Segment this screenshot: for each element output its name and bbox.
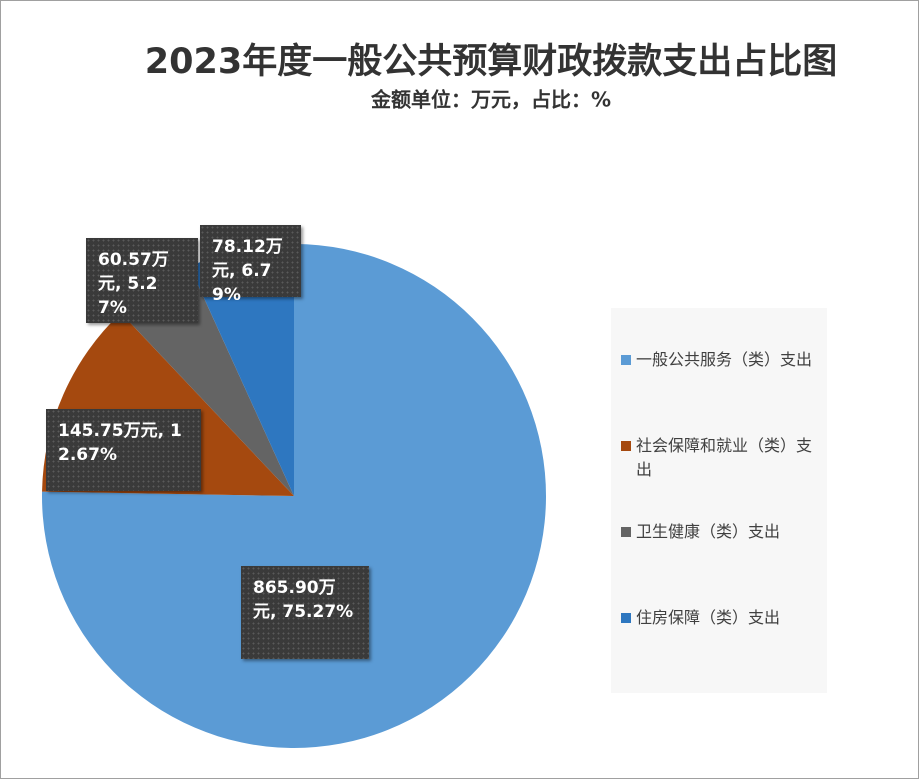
data-label: 60.57万元, 5.27%	[86, 238, 198, 323]
legend-item: 一般公共服务（类）支出	[621, 348, 821, 372]
legend-swatch	[621, 527, 631, 537]
legend-item: 住房保障（类）支出	[621, 606, 821, 630]
legend-label: 一般公共服务（类）支出	[636, 350, 813, 369]
legend-item: 卫生健康（类）支出	[621, 520, 821, 544]
data-label: 865.90万元, 75.27%	[241, 566, 369, 659]
data-label: 78.12万元, 6.79%	[200, 225, 301, 305]
pie-slice	[120, 266, 294, 496]
data-label: 145.75万元, 12.67%	[46, 409, 201, 491]
pie-slice	[189, 244, 294, 496]
legend-swatch	[621, 355, 631, 365]
chart-title: 2023年度一般公共预算财政拨款支出占比图	[145, 42, 837, 82]
legend-label: 住房保障（类）支出	[636, 608, 781, 627]
pie-slice	[42, 244, 547, 749]
legend-item: 社会保障和就业（类）支出	[621, 434, 821, 482]
legend-label: 卫生健康（类）支出	[636, 522, 781, 541]
legend-swatch	[621, 613, 631, 623]
chart-subtitle: 金额单位：万元，占比：%	[370, 88, 611, 112]
legend-swatch	[621, 441, 631, 451]
legend: 一般公共服务（类）支出社会保障和就业（类）支出卫生健康（类）支出 住房保障（类）支…	[611, 308, 827, 693]
legend-label: 社会保障和就业（类）支出	[636, 436, 813, 479]
